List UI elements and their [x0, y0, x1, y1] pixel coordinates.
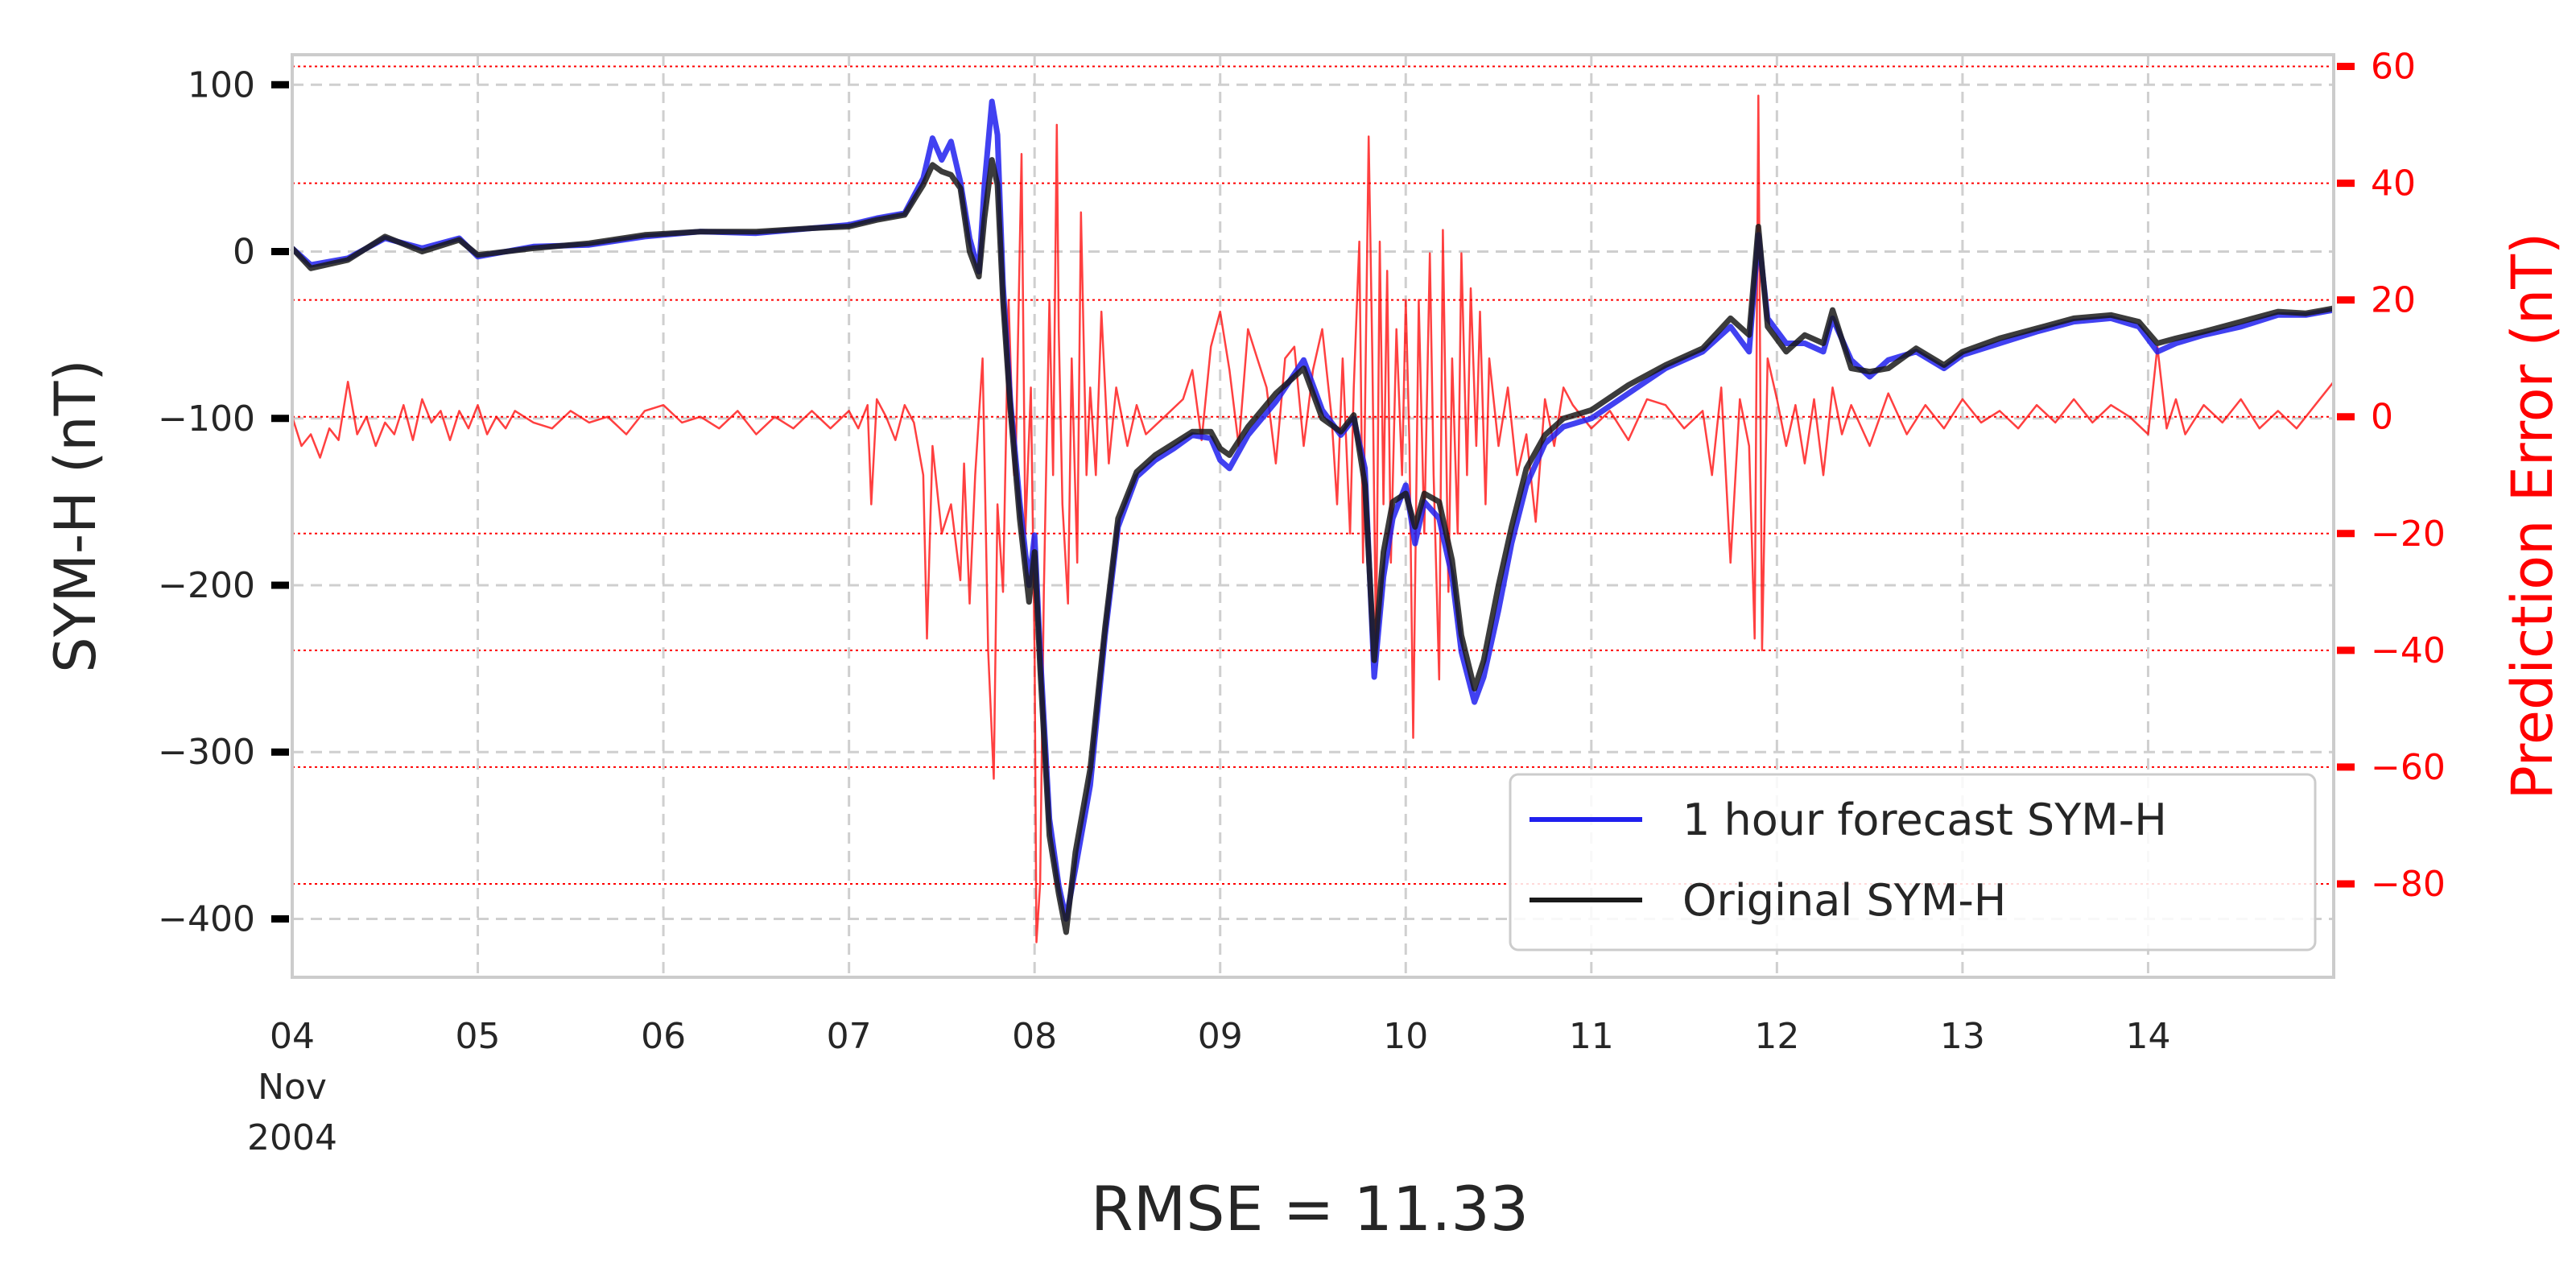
x-tick-label: 09	[1198, 1016, 1243, 1057]
x-tick-label: 04	[270, 1016, 315, 1057]
y-tick-label-right: 40	[2371, 163, 2416, 204]
x-tick-label: 07	[827, 1016, 872, 1057]
x-tick-sublabel-year: 2004	[247, 1117, 337, 1158]
y-tick-label-right: 60	[2371, 47, 2416, 88]
x-tick-label: 08	[1012, 1016, 1057, 1057]
x-tick-label: 12	[1754, 1016, 1799, 1057]
y-axis-label-left: SYM-H (nT)	[43, 359, 109, 672]
y-tick-label-left: −400	[158, 898, 255, 939]
legend-label-original: Original SYM-H	[1682, 875, 2006, 926]
left-axis: 100 0 −100 −200 −300 −400	[158, 64, 289, 939]
y-axis-label-right: Prediction Error (nT)	[2500, 233, 2566, 800]
x-axis-label: RMSE = 11.33	[1091, 1173, 1529, 1245]
y-tick-label-left: −300	[158, 732, 255, 773]
legend-label-forecast: 1 hour forecast SYM-H	[1682, 795, 2167, 845]
y-tick-label-right: 20	[2371, 280, 2416, 321]
y-tick-label-left: 0	[233, 232, 255, 273]
x-axis: 04 Nov 2004 05 06 07 08 09 10 11 12 13 14	[247, 1016, 2170, 1158]
x-tick-sublabel-month: Nov	[258, 1067, 327, 1108]
x-tick-label: 11	[1569, 1016, 1614, 1057]
x-tick-label: 14	[2125, 1016, 2170, 1057]
y-tick-label-right: −60	[2371, 747, 2446, 788]
y-tick-label-left: 100	[188, 64, 255, 105]
legend: 1 hour forecast SYM-H Original SYM-H	[1509, 773, 2317, 952]
series-line-prediction-error	[291, 94, 2334, 943]
x-tick-label: 10	[1383, 1016, 1428, 1057]
y-tick-label-left: −200	[158, 565, 255, 606]
series-line-original	[290, 157, 2334, 935]
y-tick-label-right: −40	[2371, 630, 2446, 671]
y-tick-label-right: 0	[2371, 397, 2393, 438]
plot-area	[290, 94, 2334, 943]
y-tick-label-left: −100	[158, 398, 255, 440]
right-axis: 60 40 20 0 −20 −40 −60 −80	[2337, 47, 2446, 905]
x-tick-label: 05	[456, 1016, 501, 1057]
y-tick-label-right: −80	[2371, 864, 2446, 905]
x-tick-label: 13	[1940, 1016, 1985, 1057]
y-tick-label-right: −20	[2371, 514, 2446, 555]
legend-box	[1509, 773, 2317, 952]
plot-frame	[291, 53, 2335, 979]
x-tick-label: 06	[641, 1016, 686, 1057]
